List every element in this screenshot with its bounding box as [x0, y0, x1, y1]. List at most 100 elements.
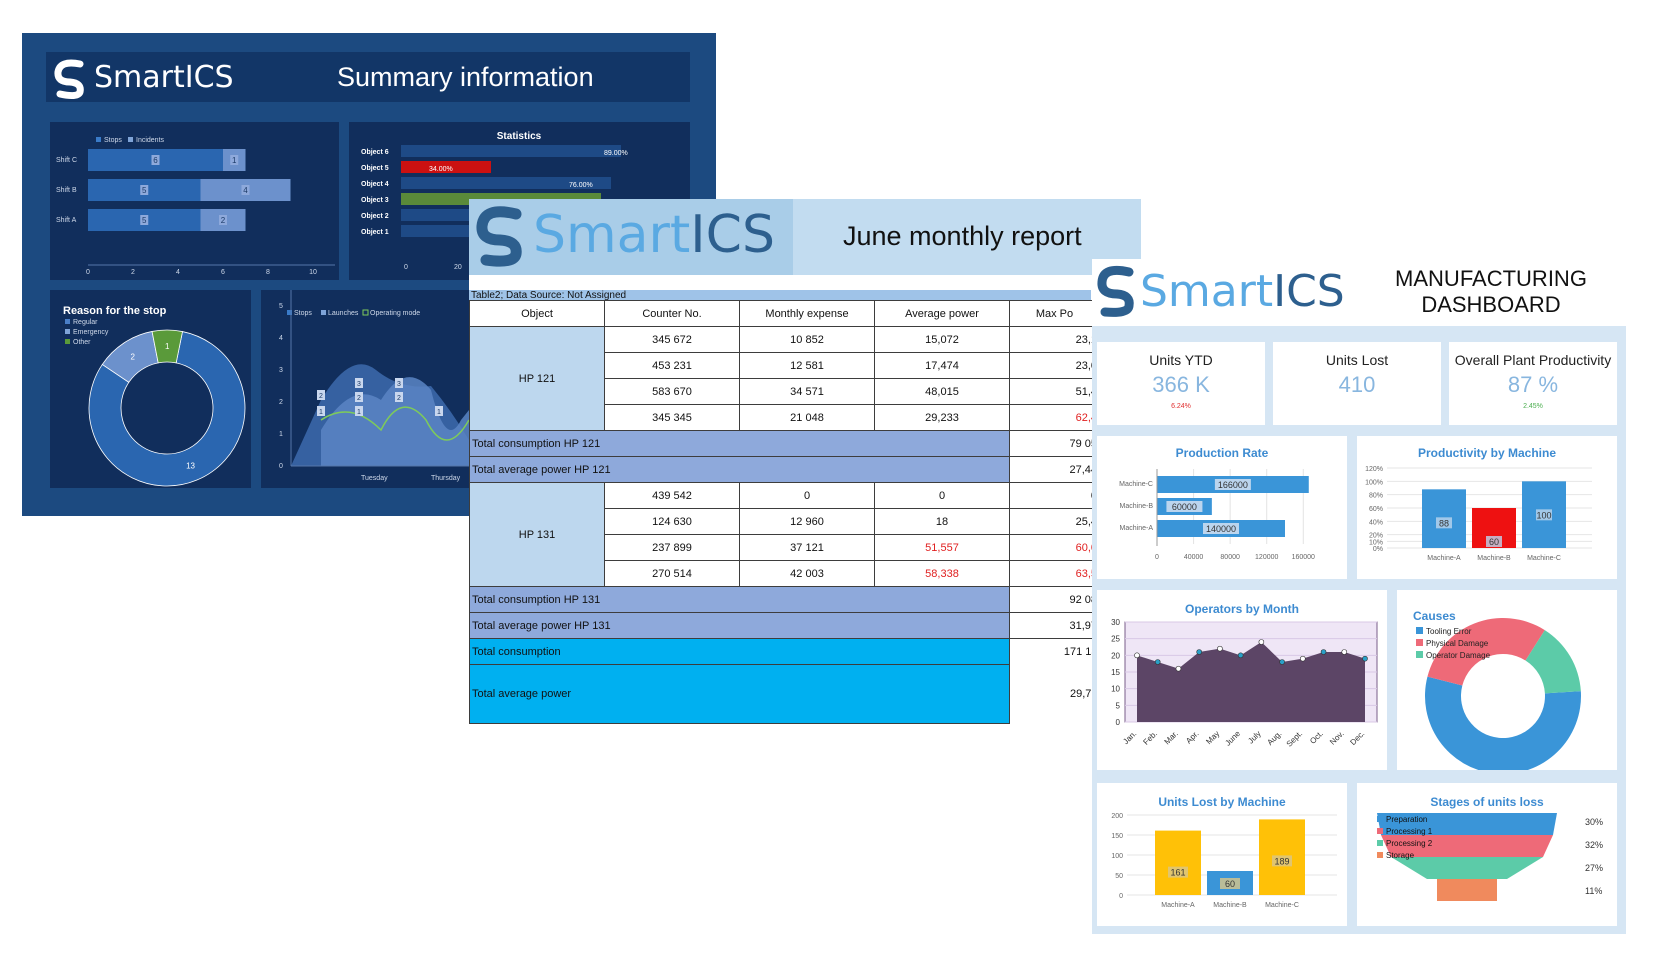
- reason-slice-label: 13: [186, 461, 195, 470]
- area-ytick: 5: [279, 303, 283, 310]
- op-month: Sept.: [1285, 729, 1305, 749]
- report-brand: SmartICS: [533, 205, 775, 265]
- table-cell: 21 048: [739, 404, 875, 431]
- table-cell: 29,233: [874, 404, 1010, 431]
- stat-object-label: Object 2: [361, 213, 389, 220]
- op-tick: 30: [1111, 618, 1120, 627]
- table-cell: 18: [874, 508, 1010, 535]
- stage-value: 27%: [1585, 863, 1603, 873]
- total-label: Total consumption: [469, 638, 1010, 665]
- stage-value: 30%: [1585, 817, 1603, 827]
- area-ytick: 1: [279, 431, 283, 438]
- reason-title: Reason for the stop: [63, 305, 167, 317]
- table-row: 124 630 12 960 18 25,4: [470, 508, 1100, 535]
- bar-label-bg: [140, 185, 149, 195]
- causes-legend-swatch: [1416, 627, 1423, 634]
- op-month: Apr.: [1184, 729, 1200, 745]
- causes-slice: [1427, 618, 1545, 686]
- ul-value: 161: [1170, 868, 1185, 878]
- causes-slice: [1525, 630, 1581, 694]
- op-month: Dec.: [1348, 729, 1366, 747]
- table-row: 345 345 21 048 29,233 62,4: [470, 404, 1100, 431]
- table-cell: 42 003: [739, 560, 875, 587]
- stage-segment: [1377, 813, 1557, 835]
- causes-title: Causes: [1413, 609, 1456, 623]
- table-cell: 25,4: [1009, 508, 1100, 535]
- stage-legend-label: Storage: [1386, 851, 1415, 860]
- pm-category: Machine-A: [1427, 555, 1461, 562]
- prod-category: Machine-B: [1120, 503, 1154, 510]
- reason-slice-label: 2: [131, 352, 136, 361]
- ul-tick: 0: [1119, 893, 1123, 900]
- summary-header: [46, 52, 690, 102]
- table-cell: 48,015: [874, 378, 1010, 405]
- total-label: Total average power: [469, 664, 1010, 724]
- bar-label-bg: [230, 155, 239, 165]
- op-tick: 15: [1111, 668, 1120, 677]
- pm-tick: 20%: [1369, 533, 1383, 540]
- statistics-title: Statistics: [497, 131, 542, 142]
- op-point: [1300, 655, 1306, 662]
- op-point: [1258, 639, 1265, 645]
- report-table: Object Counter No. Monthly expense Average …: [469, 300, 1100, 724]
- kpi-units-ytd: Units YTD 366 K 6.24%: [1097, 342, 1265, 425]
- op-month: Jan.: [1121, 729, 1138, 746]
- pm-tick: 80%: [1369, 493, 1383, 500]
- stages-chart: 30% 32% 27% 11% Preparation Processing 1 Proce…: [1377, 813, 1603, 901]
- shift-tick: 6: [221, 269, 225, 276]
- table-cell: 15,072: [874, 326, 1010, 353]
- area-ytick: 4: [279, 335, 283, 342]
- prod-label-bg: [1166, 501, 1203, 512]
- table-cell: 10 852: [739, 326, 875, 353]
- ul-tick: 150: [1111, 833, 1123, 840]
- pm-label-bg: [1436, 517, 1452, 529]
- bar-label-bg: [140, 215, 149, 225]
- table-cell: 62,4: [1009, 404, 1100, 431]
- table-cell: 0: [739, 482, 875, 509]
- ul-value: 60: [1225, 879, 1235, 889]
- stage-legend-label: Preparation: [1386, 815, 1427, 824]
- bar-label-bg: [241, 185, 250, 195]
- smartics-logo-icon: [54, 59, 84, 100]
- area-xtick-0: Tuesday: [361, 475, 388, 482]
- op-area: [1137, 642, 1365, 722]
- bar-stops-label: 6: [153, 156, 158, 165]
- units-lost-chart: 0 50 100 150 200 161 Machine-A 60 Machine-B 189 Ma…: [1111, 813, 1337, 909]
- pm-tick: 10%: [1369, 539, 1383, 546]
- stage-legend-label: Processing 1: [1386, 827, 1433, 836]
- bar-incidents-label: 1: [232, 156, 237, 165]
- table-cell: 237 899: [604, 534, 740, 561]
- stat-bar: [401, 177, 611, 189]
- pm-category: Machine-B: [1477, 555, 1511, 562]
- stages-card: Stages of units loss 30% 32% 27% 11% Prepara…: [1357, 783, 1617, 926]
- stages-title: Stages of units loss: [1430, 795, 1544, 809]
- causes-slice: [1425, 676, 1581, 770]
- stat-object-label: Object 3: [361, 197, 389, 204]
- prod-label-bg: [1203, 523, 1239, 534]
- bar-incidents-label: 2: [221, 216, 226, 225]
- area-label-bg: [435, 406, 443, 416]
- production-rate-chart: 0 40000 80000 120000 160000 Machine-C 166000 Ma…: [1119, 469, 1315, 561]
- object-name: HP 121: [469, 326, 605, 431]
- shift-tick: 10: [309, 269, 317, 276]
- op-month: Oct.: [1308, 729, 1325, 746]
- op-point: [1320, 649, 1327, 655]
- pm-value: 88: [1439, 518, 1449, 528]
- stat-bar: [401, 161, 491, 173]
- prod-value: 166000: [1218, 480, 1248, 490]
- area-label: 3: [357, 381, 361, 388]
- stat-tick-0: 0: [404, 264, 408, 271]
- subtotal-value: 31,97: [1009, 612, 1100, 639]
- subtotal-label: Total average power HP 121: [469, 456, 1010, 483]
- stage-legend-label: Processing 2: [1386, 839, 1433, 848]
- operators-chart: 0 5 10 15 20 25 30 Jan. Feb. Mar. Apr. May June July A…: [1111, 618, 1378, 749]
- ul-tick: 100: [1111, 853, 1123, 860]
- table-cell: 124 630: [604, 508, 740, 535]
- op-point: [1154, 659, 1161, 665]
- causes-legend-swatch: [1416, 651, 1423, 658]
- prod-tick: 120000: [1255, 554, 1278, 561]
- stat-object-label: Object 1: [361, 229, 389, 236]
- area-ytick: 3: [279, 367, 283, 374]
- table-cell: 17,474: [874, 352, 1010, 379]
